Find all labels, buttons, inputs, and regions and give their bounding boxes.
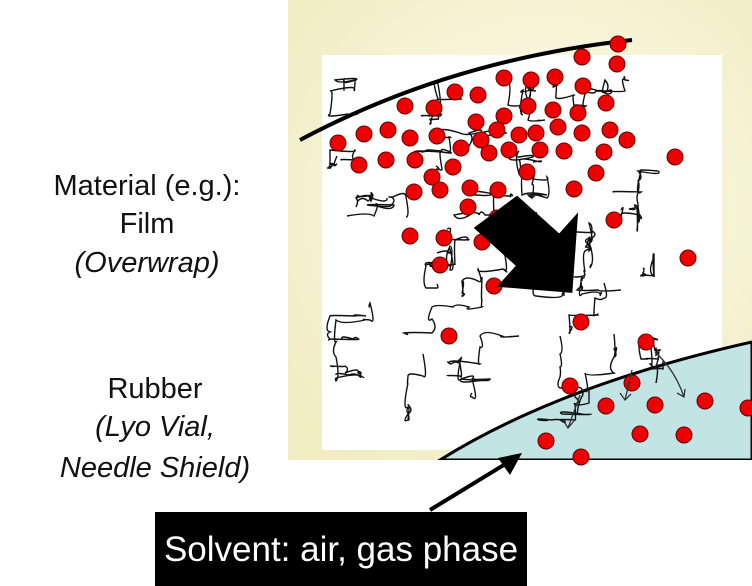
molecule xyxy=(460,199,476,215)
rubber-example: (Lyo Vial, xyxy=(95,411,215,443)
molecule xyxy=(351,157,367,173)
molecule xyxy=(511,127,527,143)
molecule xyxy=(356,126,372,142)
film-example: (Overwrap) xyxy=(74,247,219,279)
material-label: Material (e.g.): xyxy=(54,170,241,202)
solvent-label: Solvent: air, gas phase xyxy=(164,530,518,569)
molecule xyxy=(550,119,566,135)
molecule xyxy=(519,164,535,180)
molecule xyxy=(441,328,457,344)
molecule xyxy=(496,70,512,86)
molecule xyxy=(538,433,554,449)
molecule xyxy=(378,152,394,168)
molecule xyxy=(632,426,648,442)
molecule xyxy=(606,212,622,228)
molecule xyxy=(528,125,544,141)
molecule xyxy=(596,144,612,160)
molecule xyxy=(547,69,563,85)
molecule xyxy=(545,102,561,118)
rubber-label: Rubber xyxy=(107,373,202,405)
molecule xyxy=(598,95,614,111)
molecule xyxy=(481,145,497,161)
molecule xyxy=(570,105,586,121)
molecule xyxy=(380,122,396,138)
molecule xyxy=(588,165,604,181)
diagram: Material (e.g.): Film (Overwrap) Rubber … xyxy=(0,0,752,586)
molecule xyxy=(426,100,442,116)
molecule xyxy=(602,122,618,138)
molecule xyxy=(619,132,635,148)
molecule xyxy=(562,378,578,394)
molecule xyxy=(406,184,422,200)
molecule xyxy=(330,135,346,151)
molecule xyxy=(624,375,640,391)
molecule xyxy=(501,142,517,158)
molecule xyxy=(740,400,752,416)
molecule xyxy=(609,56,625,72)
molecule xyxy=(647,397,663,413)
molecule xyxy=(432,257,448,273)
molecule xyxy=(697,393,713,409)
molecule xyxy=(610,36,626,52)
molecule xyxy=(468,114,484,130)
molecule xyxy=(490,182,506,198)
molecule xyxy=(496,108,512,124)
molecule xyxy=(575,78,591,94)
molecule xyxy=(447,84,463,100)
molecule xyxy=(402,228,418,244)
molecule xyxy=(407,152,423,168)
molecule xyxy=(638,334,654,350)
molecule xyxy=(462,180,478,196)
molecule xyxy=(574,125,590,141)
molecule xyxy=(489,122,505,138)
molecule xyxy=(429,128,445,144)
molecule xyxy=(680,250,696,266)
molecule xyxy=(402,130,418,146)
molecule xyxy=(532,142,548,158)
molecule xyxy=(676,427,692,443)
molecule xyxy=(432,182,448,198)
molecule xyxy=(573,449,589,465)
molecule xyxy=(667,149,683,165)
molecule xyxy=(470,87,486,103)
film-label: Film xyxy=(120,208,175,240)
molecule xyxy=(523,72,539,88)
pointer-arrow xyxy=(430,460,512,510)
molecule xyxy=(436,230,452,246)
molecule xyxy=(453,140,469,156)
rubber-example: Needle Shield) xyxy=(60,452,250,484)
molecule xyxy=(598,398,614,414)
molecule xyxy=(556,143,572,159)
molecule xyxy=(573,314,589,330)
molecule xyxy=(566,181,582,197)
molecule xyxy=(397,98,413,114)
molecule xyxy=(520,98,536,114)
molecule xyxy=(574,49,590,65)
molecule xyxy=(445,159,461,175)
